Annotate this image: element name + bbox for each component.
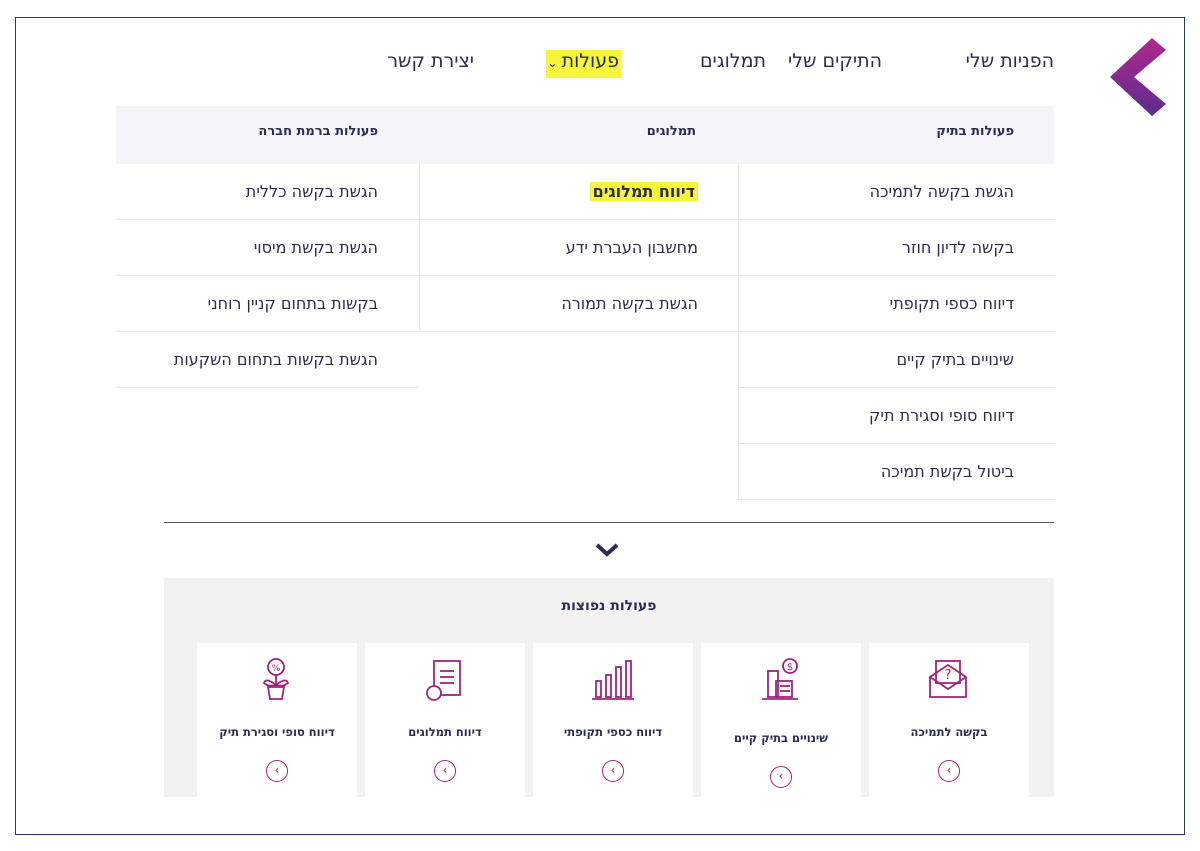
menu-item-label: הגשת בקשה תמורה <box>561 294 698 313</box>
menu-item-label: בקשה לדיון חוזר <box>901 238 1014 257</box>
menu-item-label: מחשבון העברת ידע <box>565 238 698 257</box>
menu-item-label: הגשת בקשה כללית <box>245 182 378 201</box>
popular-action-card[interactable]: % דיווח סופי וסגירת תיק ‹ <box>197 643 357 797</box>
menu-item[interactable]: דיווח כספי תקופתי <box>739 276 1054 332</box>
envelope-question-icon: ? <box>928 660 967 698</box>
nav-royalties[interactable]: תמלוגים <box>699 50 766 72</box>
chevron-left-icon[interactable]: ‹ <box>770 766 792 788</box>
divider <box>164 522 1054 523</box>
document-shekel-icon <box>426 660 461 701</box>
card-label: דיווח תמלוגים <box>408 725 482 739</box>
menu-item-label: דיווח סופי וסגירת תיק <box>869 406 1014 425</box>
column-header-file-actions: פעולות בתיק <box>936 124 1014 139</box>
bar-chart-shekel-icon <box>592 660 634 700</box>
svg-text:?: ? <box>945 668 952 683</box>
nav-actions[interactable]: פעולות⌄ <box>545 50 621 78</box>
menu-item-label: הגשת בקשת מיסוי <box>253 238 378 257</box>
popular-action-card[interactable]: ? בקשה לתמיכה ‹ <box>869 643 1029 797</box>
popular-action-card[interactable]: $ שינויים בתיק קיים ‹ <box>701 643 861 797</box>
popular-action-card[interactable]: דיווח כספי תקופתי ‹ <box>533 643 693 797</box>
nav-my-referrals[interactable]: הפניות שלי <box>965 50 1054 72</box>
menu-item-label: הגשת בקשה לתמיכה <box>869 182 1014 201</box>
menu-item[interactable]: הגשת בקשות בתחום השקעות <box>116 332 418 388</box>
popular-action-card[interactable]: דיווח תמלוגים ‹ <box>365 643 525 797</box>
chevron-left-icon[interactable]: ‹ <box>434 760 456 782</box>
card-label: שינויים בתיק קיים <box>733 731 829 745</box>
menu-item[interactable]: שינויים בתיק קיים <box>739 332 1054 388</box>
menu-item-label: דיווח כספי תקופתי <box>889 294 1014 313</box>
menu-column: הגשת בקשה כללית הגשת בקשת מיסוי בקשות בתחו… <box>116 164 418 388</box>
card-label: בקשה לתמיכה <box>910 725 988 739</box>
menu-item[interactable]: הגשת בקשה כללית <box>116 164 418 220</box>
svg-text:$: $ <box>787 662 793 673</box>
menu-item-label: שינויים בתיק קיים <box>896 350 1014 369</box>
menu-item[interactable]: מחשבון העברת ידע <box>420 220 738 276</box>
menu-item-label: בקשות בתחום קניין רוחני <box>207 294 378 313</box>
popular-actions-section: פעולות נפוצות ? בקשה לתמיכה ‹ $ שינויים בתיק… <box>164 578 1054 797</box>
nav-actions-label: פעולות <box>561 50 619 72</box>
nav-my-files[interactable]: התיקים שלי <box>787 50 882 72</box>
chevron-left-icon[interactable]: ‹ <box>938 760 960 782</box>
column-header-royalties: תמלוגים <box>646 124 696 139</box>
column-header-company-actions: פעולות ברמת חברה <box>258 124 378 139</box>
menu-item[interactable]: בקשות בתחום קניין רוחני <box>116 276 418 332</box>
card-label: דיווח כספי תקופתי <box>563 725 663 739</box>
menu-item[interactable]: ביטול בקשת תמיכה <box>739 444 1054 500</box>
menu-item[interactable]: דיווח תמלוגים <box>420 164 738 220</box>
menu-item-label: הגשת בקשות בתחום השקעות <box>173 350 378 369</box>
nav-contact[interactable]: יצירת קשר <box>387 50 474 72</box>
menu-item[interactable]: דיווח סופי וסגירת תיק <box>739 388 1054 444</box>
building-dollar-icon: $ <box>762 658 798 700</box>
menu-item[interactable]: בקשה לדיון חוזר <box>739 220 1054 276</box>
chevron-left-icon[interactable]: ‹ <box>602 760 624 782</box>
dropdown-header <box>116 106 1054 164</box>
menu-item[interactable]: הגשת בקשת מיסוי <box>116 220 418 276</box>
menu-item-label: דיווח תמלוגים <box>589 182 698 201</box>
card-label: דיווח סופי וסגירת תיק <box>219 725 335 739</box>
menu-item[interactable]: הגשת בקשה תמורה <box>420 276 738 332</box>
section-title: פעולות נפוצות <box>561 598 657 614</box>
svg-text:%: % <box>272 664 281 674</box>
page-frame <box>15 17 1185 835</box>
menu-column: דיווח תמלוגים מחשבון העברת ידע הגשת בקשה ת… <box>419 164 738 332</box>
chevron-down-icon: ⌄ <box>547 56 558 70</box>
menu-item[interactable]: הגשת בקשה לתמיכה <box>739 164 1054 220</box>
chevron-left-icon[interactable]: ‹ <box>266 760 288 782</box>
menu-item-label: ביטול בקשת תמיכה <box>880 462 1014 481</box>
chevron-down-icon[interactable] <box>594 540 620 560</box>
plant-percent-icon: % <box>262 658 290 700</box>
logo[interactable] <box>1108 38 1168 116</box>
menu-column: הגשת בקשה לתמיכה בקשה לדיון חוזר דיווח כספ… <box>738 164 1054 500</box>
actions-dropdown: פעולות בתיק תמלוגים פעולות ברמת חברה הגש… <box>116 106 1054 500</box>
